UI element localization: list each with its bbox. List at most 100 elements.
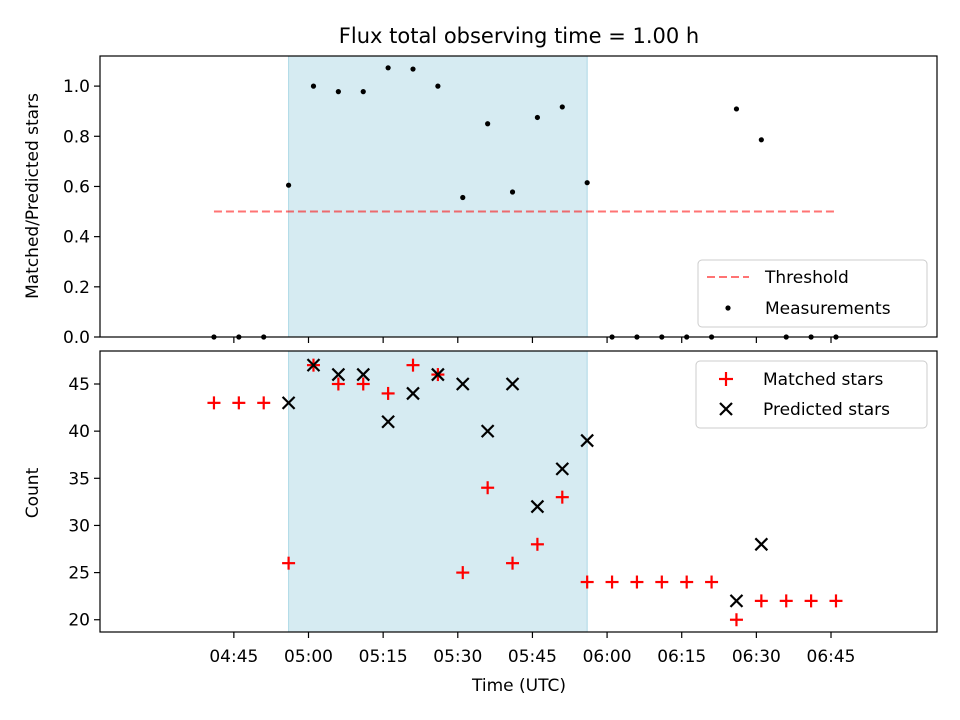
bottom-legend-box <box>695 360 928 429</box>
matched-star-point <box>829 594 843 608</box>
chart-title: Flux total observing time = 1.00 h <box>339 24 699 48</box>
y-tick-label: 30 <box>68 516 90 536</box>
matched-star-point <box>754 594 768 608</box>
matched-star-point <box>530 537 544 551</box>
top-plot-frame <box>99 55 938 338</box>
y-tick-label: 40 <box>68 422 90 442</box>
x-tick-label: 06:00 <box>583 647 632 667</box>
y-tick-label: 45 <box>68 375 90 395</box>
y-tick-label: 0.6 <box>63 177 90 197</box>
legend-matched-swatch <box>719 372 733 386</box>
measurement-point <box>758 137 764 143</box>
x-tick-label: 05:15 <box>359 647 408 667</box>
x-tick-label: 04:45 <box>209 647 258 667</box>
predicted-star-point <box>580 433 594 448</box>
predicted-star-point <box>406 386 420 401</box>
matched-star-point <box>331 377 345 391</box>
matched-star-point <box>232 396 246 410</box>
bottom-panel: 20 25 30 35 40 45 04:45 05:00 05:15 05:30 05:45 06… <box>23 350 938 696</box>
measurement-point <box>385 65 391 71</box>
bottom-y-label: Count <box>23 467 43 518</box>
predicted-star-point <box>729 594 744 608</box>
predicted-star-point <box>306 358 321 372</box>
measurement-point <box>509 189 516 195</box>
predicted-star-point <box>331 367 346 382</box>
top-y-axis: 0.0 0.2 0.4 0.6 0.8 1.0 <box>63 77 100 348</box>
measurement-point <box>310 83 317 89</box>
bottom-y-axis: 20 25 30 35 40 45 <box>68 375 100 631</box>
predicted-star-point <box>381 414 395 429</box>
y-tick-label: 35 <box>68 469 90 489</box>
x-tick-label: 05:00 <box>284 647 333 667</box>
measurement-point <box>733 106 740 112</box>
legend-predicted-swatch <box>719 402 733 416</box>
predicted-star-point <box>480 424 495 438</box>
matched-star-point <box>655 575 669 589</box>
legend-matched-label: Matched stars <box>763 370 883 390</box>
predicted-star-point <box>530 499 545 514</box>
x-tick-label: 06:30 <box>732 647 781 667</box>
bottom-x-axis: 04:45 05:00 05:15 05:30 05:45 06:00 06:15 06:30… <box>209 632 856 667</box>
matched-stars-points <box>207 358 843 627</box>
measurement-point <box>584 180 590 186</box>
matched-star-point <box>481 481 495 495</box>
measurement-point <box>285 182 292 188</box>
predicted-star-point <box>356 367 371 382</box>
measurement-point <box>360 89 366 95</box>
measurement-point <box>435 83 441 89</box>
matched-star-point <box>779 594 793 608</box>
top-panel: 0.0 0.2 0.4 0.6 0.8 1.0 Matched/Predicted sta… <box>23 55 938 348</box>
matched-star-point <box>282 556 296 570</box>
matched-star-point <box>456 566 470 580</box>
y-tick-label: 20 <box>68 611 90 631</box>
measurement-point <box>534 114 541 121</box>
predicted-star-point <box>281 396 296 410</box>
x-tick-label: 05:45 <box>508 647 557 667</box>
x-tick-label: 05:30 <box>433 647 482 667</box>
matched-star-point <box>257 396 271 410</box>
matched-star-point <box>356 377 370 391</box>
matched-star-point <box>630 575 644 589</box>
matched-star-point <box>729 613 743 627</box>
matched-star-point <box>406 358 420 372</box>
y-tick-label: 1.0 <box>63 77 90 97</box>
bottom-legend: Matched stars Predicted stars <box>695 360 928 429</box>
predicted-stars-points <box>281 358 769 608</box>
y-tick-label: 0.8 <box>63 127 90 147</box>
matched-star-point <box>580 575 594 589</box>
bottom-observing-span <box>288 350 588 633</box>
x-tick-label: 06:15 <box>657 647 706 667</box>
matched-star-point <box>506 556 520 570</box>
top-legend-box <box>697 259 928 328</box>
top-legend: Threshold Measurements <box>697 259 928 328</box>
top-x-ticks <box>233 337 832 343</box>
measurement-point <box>460 194 466 201</box>
predicted-star-point <box>505 377 520 391</box>
matched-star-point <box>705 575 719 589</box>
measurement-point <box>559 104 565 110</box>
predicted-star-point <box>555 462 570 476</box>
predicted-star-point <box>455 377 470 391</box>
predicted-star-point <box>754 537 769 552</box>
legend-threshold-label: Threshold <box>764 268 849 288</box>
measurement-point <box>485 121 491 127</box>
y-tick-label: 0.4 <box>63 228 90 248</box>
measurement-point <box>335 89 341 95</box>
matched-star-point <box>555 490 569 504</box>
y-tick-label: 25 <box>68 564 90 584</box>
y-tick-label: 0.0 <box>63 328 90 348</box>
x-axis-label: Time (UTC) <box>471 676 566 696</box>
matched-star-point <box>680 575 694 589</box>
top-observing-span <box>288 55 588 338</box>
y-tick-label: 0.2 <box>63 278 90 298</box>
matched-star-point <box>804 594 818 608</box>
legend-measurements-swatch <box>725 305 731 311</box>
x-tick-label: 06:45 <box>807 647 856 667</box>
matched-star-point <box>381 386 395 400</box>
predicted-star-point <box>431 367 445 382</box>
matched-star-point <box>207 396 221 410</box>
legend-measurements-label: Measurements <box>765 299 891 319</box>
measurement-point <box>410 66 416 72</box>
bottom-plot-frame <box>99 350 938 633</box>
